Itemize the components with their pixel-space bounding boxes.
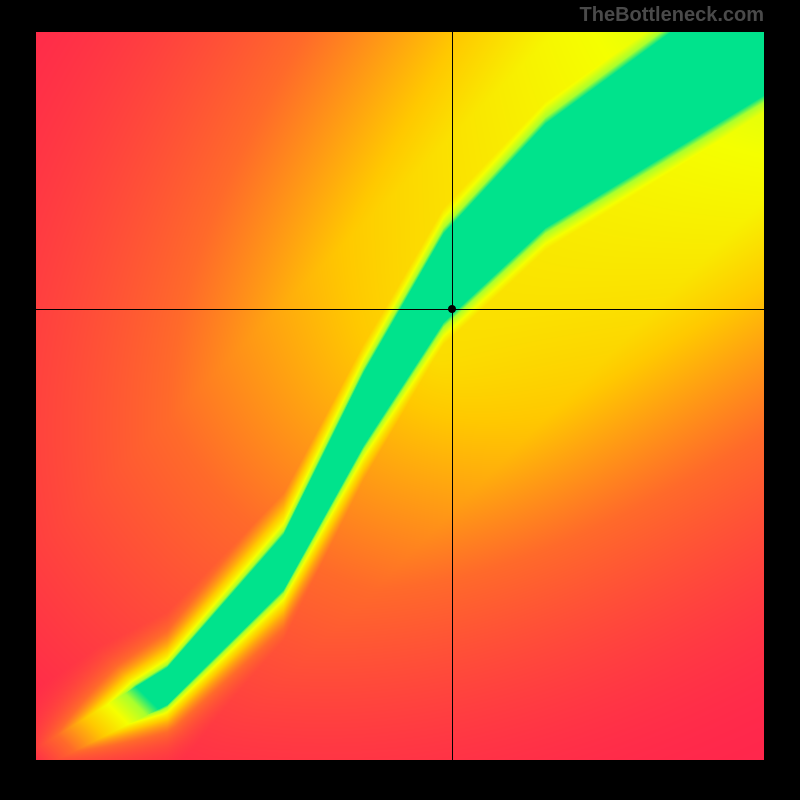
crosshair-vertical-line xyxy=(452,32,453,760)
crosshair-marker-dot xyxy=(448,305,456,313)
watermark-text: TheBottleneck.com xyxy=(580,4,764,27)
crosshair-horizontal-line xyxy=(36,309,764,310)
heatmap-plot-area xyxy=(36,32,764,760)
heatmap-canvas xyxy=(36,32,764,760)
